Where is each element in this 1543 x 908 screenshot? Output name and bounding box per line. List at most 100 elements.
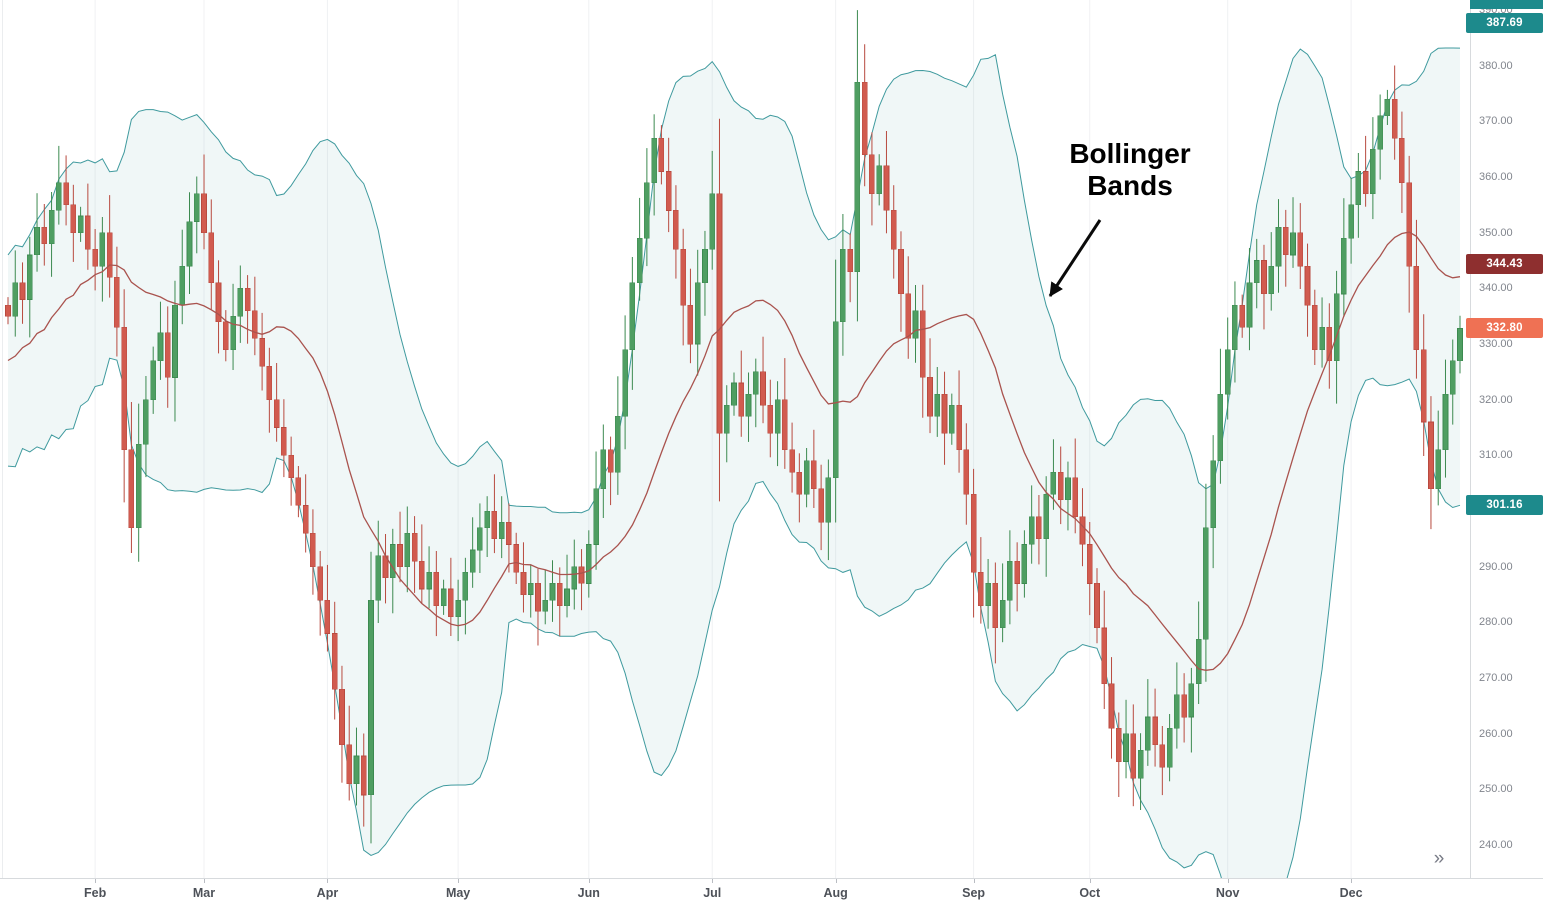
candle-body xyxy=(215,282,222,323)
candle-body xyxy=(1413,265,1420,350)
month-label-feb: Feb xyxy=(83,886,107,900)
candle-body xyxy=(781,399,788,451)
candle-body xyxy=(803,460,810,495)
candle-body xyxy=(1072,477,1078,517)
candle-body xyxy=(999,599,1006,629)
candle-body xyxy=(956,404,962,451)
month-tick xyxy=(973,879,975,883)
candle-body xyxy=(99,232,106,267)
candle-body xyxy=(1319,326,1325,350)
candle-body xyxy=(433,571,440,606)
candle-body xyxy=(1326,326,1333,361)
candle-body xyxy=(898,249,904,295)
candle-body xyxy=(1224,349,1231,395)
candle-body xyxy=(252,310,258,339)
candle-body xyxy=(1420,349,1427,423)
price-tick-label: 350.00 xyxy=(1479,226,1513,239)
candle-body xyxy=(1195,638,1202,684)
candle-body xyxy=(636,238,643,284)
price-tick-label: 320.00 xyxy=(1479,393,1513,406)
candle-body xyxy=(266,365,273,400)
candle-body xyxy=(462,571,469,601)
candle-body xyxy=(12,282,19,317)
candle-body xyxy=(1435,449,1441,490)
candle-body xyxy=(498,521,505,540)
plot-left-border xyxy=(2,0,3,878)
candle-body xyxy=(919,310,926,378)
candle-body xyxy=(77,215,84,234)
candle-body xyxy=(977,571,984,606)
candle-body xyxy=(651,137,657,183)
candle-body xyxy=(796,471,803,495)
price-axis[interactable]: 390.00 380.00 370.00 360.00 350.00 340.00 330.… xyxy=(1470,0,1543,878)
candle-body xyxy=(484,510,491,529)
candle-body xyxy=(55,182,62,211)
candle-body xyxy=(1377,115,1383,150)
time-axis[interactable]: Feb Mar Apr May Jun Jul Aug Sep Oct Nov Dec xyxy=(0,878,1543,908)
gridlines xyxy=(94,0,1352,878)
candle-body xyxy=(455,599,461,618)
candle-body xyxy=(1050,471,1057,495)
candle-body xyxy=(622,349,628,417)
month-label-apr: Apr xyxy=(316,886,339,900)
candle-body xyxy=(1159,744,1166,768)
candle-body xyxy=(665,171,672,211)
candle-body xyxy=(1130,733,1137,779)
candle-body xyxy=(426,571,432,590)
upper-band-price-label: 387.69 xyxy=(1466,12,1543,33)
candle-body xyxy=(934,393,941,417)
upper-band-line xyxy=(7,47,1461,514)
candle-body xyxy=(331,633,338,690)
candle-body xyxy=(244,288,251,311)
candle-body xyxy=(593,488,599,545)
candle-body xyxy=(578,566,585,584)
candle-body xyxy=(927,377,933,417)
candle-body xyxy=(614,416,621,473)
scroll-to-latest-button[interactable]: » xyxy=(1433,848,1445,869)
candle-body xyxy=(411,532,418,562)
candle-body xyxy=(1370,148,1376,194)
candle-body xyxy=(295,477,302,506)
candle-body xyxy=(135,443,142,529)
candle-body xyxy=(723,404,730,434)
candle-body xyxy=(310,532,316,567)
candle-body xyxy=(738,382,745,417)
candle-body xyxy=(179,265,185,306)
candle-body xyxy=(564,588,570,607)
candle-body xyxy=(368,599,374,796)
candle-body xyxy=(85,215,91,250)
candle-body xyxy=(230,315,236,350)
candle-body xyxy=(1442,393,1449,451)
candle-body xyxy=(774,399,781,434)
candle-body xyxy=(157,332,164,361)
candle-body xyxy=(346,744,353,785)
candle-body xyxy=(1028,516,1035,545)
candle-body xyxy=(1014,560,1020,584)
candle-body xyxy=(1312,304,1318,350)
candle-body xyxy=(26,254,33,300)
candle-body xyxy=(1362,171,1369,195)
candle-body xyxy=(1457,328,1463,362)
chart-canvas[interactable] xyxy=(0,0,1470,878)
price-tick-label: 330.00 xyxy=(1479,338,1513,351)
candle-body xyxy=(208,232,215,284)
candle-body xyxy=(1297,232,1304,267)
month-tick xyxy=(95,879,97,883)
candle-body xyxy=(317,566,324,601)
candle-body xyxy=(186,221,193,267)
candle-body xyxy=(70,204,77,233)
candle-body xyxy=(448,588,454,618)
candle-body xyxy=(752,371,759,395)
candle-body xyxy=(1116,727,1122,762)
candle-body xyxy=(194,193,200,222)
candle-body xyxy=(288,455,294,478)
candle-body xyxy=(585,544,592,584)
candle-body xyxy=(1253,260,1260,284)
candle-body xyxy=(1428,421,1434,490)
candle-body xyxy=(1290,232,1296,256)
price-tick-label: 290.00 xyxy=(1479,560,1513,573)
candle-body xyxy=(1057,471,1064,501)
candle-body xyxy=(854,82,861,273)
candle-body xyxy=(114,276,120,328)
